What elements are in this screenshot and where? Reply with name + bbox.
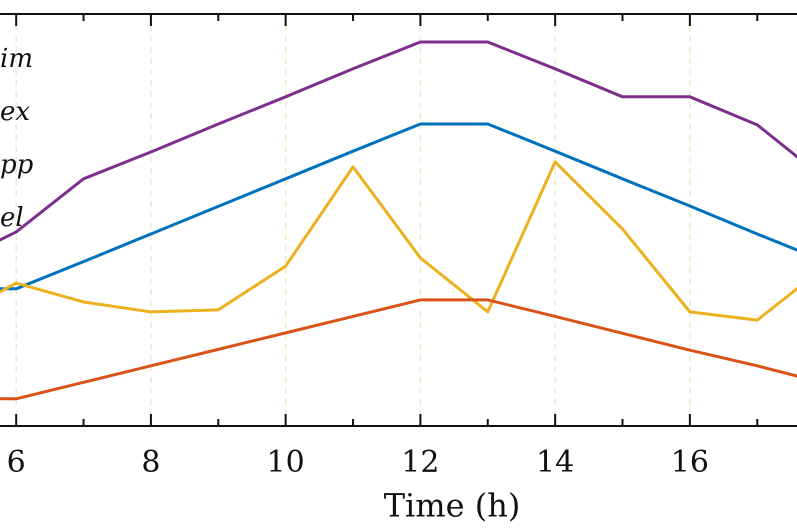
legend-label: ex [0, 97, 30, 127]
series-line [0, 40, 797, 242]
series-line [0, 122, 797, 291]
legend-label: pp [0, 150, 34, 180]
x-tick-label: 6 [7, 445, 26, 480]
x-axis-label: Time (h) [384, 487, 521, 525]
x-tick-label: 12 [401, 445, 439, 480]
legend-label: el [0, 203, 24, 233]
x-tick-label: 16 [671, 445, 709, 480]
series-line [0, 160, 797, 322]
legend-label: im [0, 44, 33, 74]
series-line [0, 298, 797, 401]
x-tick-label: 14 [536, 445, 574, 480]
x-tick-label: 8 [141, 445, 160, 480]
x-tick-label: 10 [267, 445, 305, 480]
plot-area [0, 40, 797, 401]
